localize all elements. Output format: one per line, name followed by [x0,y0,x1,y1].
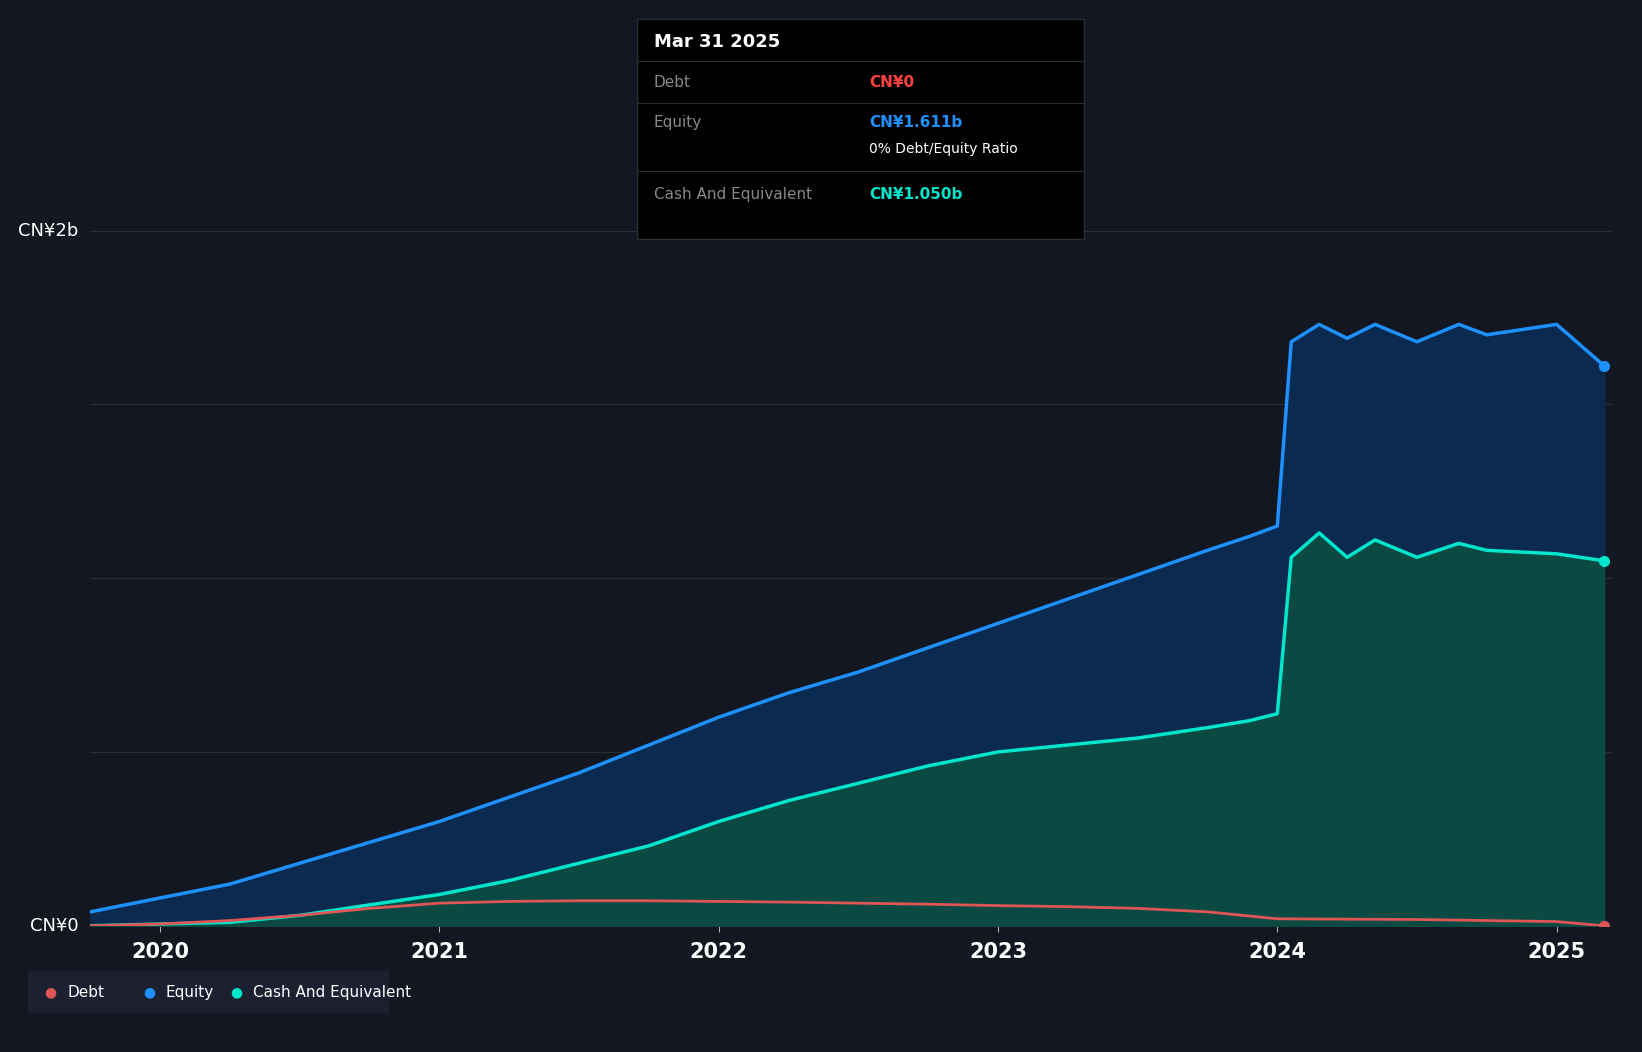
Text: Debt: Debt [67,985,105,999]
Text: CN¥0: CN¥0 [30,916,79,935]
Text: CN¥2b: CN¥2b [18,222,79,240]
Text: ●: ● [143,985,154,999]
Text: CN¥1.611b: CN¥1.611b [869,115,962,129]
Text: 0% Debt/Equity Ratio: 0% Debt/Equity Ratio [869,142,1018,157]
Text: ●: ● [230,985,241,999]
Text: Cash And Equivalent: Cash And Equivalent [253,985,410,999]
Text: Cash And Equivalent: Cash And Equivalent [654,187,811,202]
Text: Mar 31 2025: Mar 31 2025 [654,33,780,52]
Text: CN¥0: CN¥0 [869,75,915,89]
Text: Equity: Equity [166,985,213,999]
Text: Debt: Debt [654,75,691,89]
Text: Equity: Equity [654,115,701,129]
Text: CN¥1.050b: CN¥1.050b [869,187,962,202]
Text: ●: ● [44,985,56,999]
